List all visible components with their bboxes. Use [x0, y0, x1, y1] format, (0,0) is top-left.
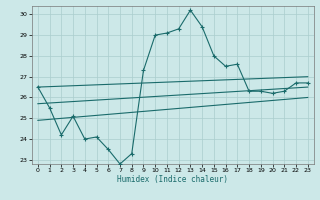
X-axis label: Humidex (Indice chaleur): Humidex (Indice chaleur): [117, 175, 228, 184]
